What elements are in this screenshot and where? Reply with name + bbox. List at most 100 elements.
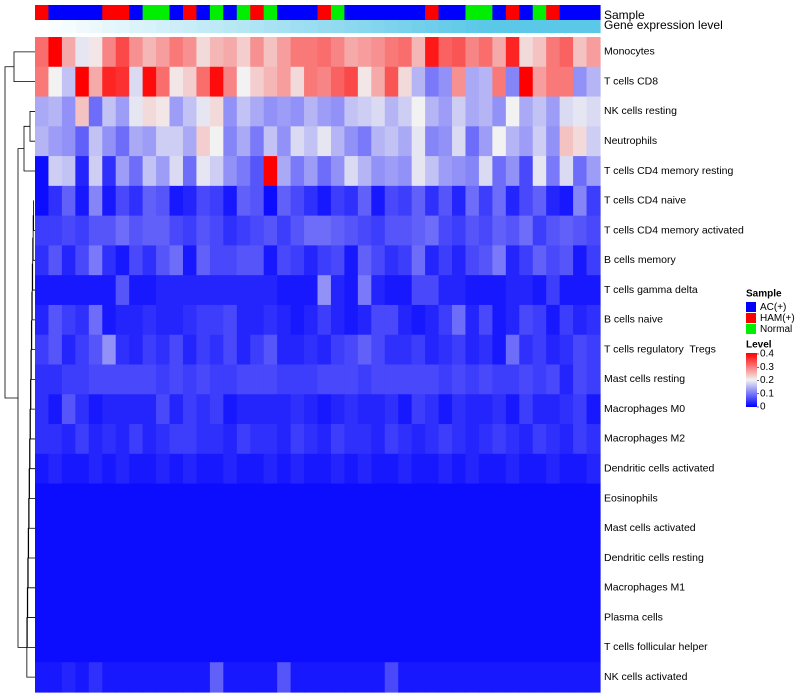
heatmap-cell bbox=[129, 37, 144, 68]
heatmap-cell bbox=[196, 602, 211, 634]
heatmap-cell bbox=[317, 483, 332, 514]
heatmap-cell bbox=[61, 37, 76, 68]
row-dendrogram bbox=[4, 51, 35, 678]
heatmap-cell bbox=[546, 334, 561, 366]
heatmap-cell bbox=[532, 424, 547, 455]
heatmap-cell bbox=[304, 185, 319, 217]
sample-annotation-cell bbox=[398, 5, 413, 20]
sample-annotation-cell bbox=[209, 5, 224, 20]
heatmap-cell bbox=[384, 602, 399, 634]
heatmap-cell bbox=[398, 275, 413, 306]
heatmap-cell bbox=[75, 483, 90, 514]
heatmap-cell bbox=[452, 304, 467, 336]
heatmap-cell bbox=[48, 304, 63, 336]
legend-label-ham: HAM(+) bbox=[760, 313, 795, 324]
heatmap-cell bbox=[182, 334, 198, 366]
heatmap-cell bbox=[290, 483, 305, 514]
heatmap-cell bbox=[546, 543, 561, 574]
heatmap-cell bbox=[263, 304, 278, 336]
heatmap-cell bbox=[573, 453, 588, 485]
heatmap-cell bbox=[452, 602, 467, 634]
heatmap-cell bbox=[250, 334, 265, 366]
heatmap-cell bbox=[465, 424, 480, 455]
heatmap-cell bbox=[61, 543, 76, 574]
heatmap-cell bbox=[452, 275, 467, 306]
heatmap-cell bbox=[559, 513, 574, 544]
sample-annotation-cell bbox=[411, 5, 426, 20]
expression-annotation-cell bbox=[398, 20, 413, 33]
heatmap-cell bbox=[209, 245, 224, 276]
heatmap-cell bbox=[277, 453, 292, 485]
sample-annotation-cell bbox=[317, 5, 332, 20]
heatmap-cell bbox=[304, 632, 319, 663]
heatmap-cell bbox=[75, 245, 90, 276]
heatmap-cell bbox=[142, 304, 157, 336]
expression-annotation-cell bbox=[223, 20, 238, 33]
heatmap-cell bbox=[236, 126, 251, 157]
heatmap-cell bbox=[371, 334, 386, 366]
heatmap-cell bbox=[398, 185, 413, 217]
heatmap-cell bbox=[573, 602, 588, 634]
heatmap-cell bbox=[532, 245, 547, 276]
heatmap-cell bbox=[425, 394, 440, 425]
heatmap-cell bbox=[129, 185, 144, 217]
heatmap-cell bbox=[357, 364, 372, 395]
heatmap-cell bbox=[182, 245, 198, 276]
heatmap-cell bbox=[304, 424, 319, 455]
heatmap-cell bbox=[546, 483, 561, 514]
heatmap-cell bbox=[344, 513, 359, 544]
heatmap-cell bbox=[371, 364, 386, 395]
heatmap-cell bbox=[317, 215, 332, 247]
sample-annotation-cell bbox=[277, 5, 292, 20]
heatmap-cell bbox=[573, 126, 588, 157]
heatmap-cell bbox=[129, 394, 144, 425]
level-tick-label: 0.3 bbox=[760, 362, 774, 373]
heatmap-cell bbox=[532, 96, 547, 127]
heatmap-cell bbox=[519, 245, 534, 276]
heatmap-cell bbox=[169, 245, 184, 276]
heatmap-cell bbox=[223, 334, 238, 366]
heatmap-cell bbox=[304, 543, 319, 574]
heatmap-cell bbox=[371, 275, 386, 306]
heatmap-cell bbox=[573, 96, 588, 127]
heatmap-cell bbox=[465, 245, 480, 276]
heatmap-cell bbox=[452, 513, 467, 544]
heatmap-cell bbox=[317, 513, 332, 544]
row-label: T cells CD4 memory activated bbox=[604, 224, 744, 236]
heatmap-cell bbox=[586, 37, 601, 68]
heatmap-cell bbox=[196, 662, 211, 693]
expression-annotation-cell bbox=[250, 20, 265, 33]
sample-annotation-cell bbox=[425, 5, 440, 20]
sample-annotation-cell bbox=[156, 5, 171, 20]
heatmap-cell bbox=[169, 66, 184, 98]
heatmap-cell bbox=[425, 334, 440, 366]
heatmap-cell bbox=[182, 453, 198, 485]
heatmap-cell bbox=[277, 156, 292, 187]
heatmap-cell bbox=[304, 215, 319, 247]
heatmap-cell bbox=[304, 572, 319, 604]
heatmap-cell bbox=[357, 275, 372, 306]
heatmap-cell bbox=[156, 126, 171, 157]
heatmap-cell bbox=[573, 424, 588, 455]
legend-swatch-normal bbox=[746, 324, 756, 334]
heatmap-cell bbox=[559, 37, 574, 68]
heatmap-cell bbox=[573, 215, 588, 247]
heatmap-cell bbox=[586, 126, 601, 157]
annotation-label-expression: Gene expression level bbox=[604, 18, 723, 32]
heatmap-cell bbox=[344, 453, 359, 485]
heatmap-cell bbox=[88, 513, 103, 544]
heatmap-cell bbox=[182, 96, 198, 127]
heatmap-cell bbox=[478, 483, 493, 514]
row-label: Macrophages M2 bbox=[604, 433, 685, 445]
heatmap-cell bbox=[492, 96, 507, 127]
heatmap-cell bbox=[236, 543, 251, 574]
heatmap-cell bbox=[250, 483, 265, 514]
heatmap-cell bbox=[142, 632, 157, 663]
heatmap-cell bbox=[250, 513, 265, 544]
heatmap-cell bbox=[519, 364, 534, 395]
heatmap-cell bbox=[115, 275, 130, 306]
heatmap-cell bbox=[304, 37, 319, 68]
heatmap-cell bbox=[452, 37, 467, 68]
expression-annotation-cell bbox=[169, 20, 184, 33]
row-label: T cells CD4 naive bbox=[604, 195, 686, 207]
